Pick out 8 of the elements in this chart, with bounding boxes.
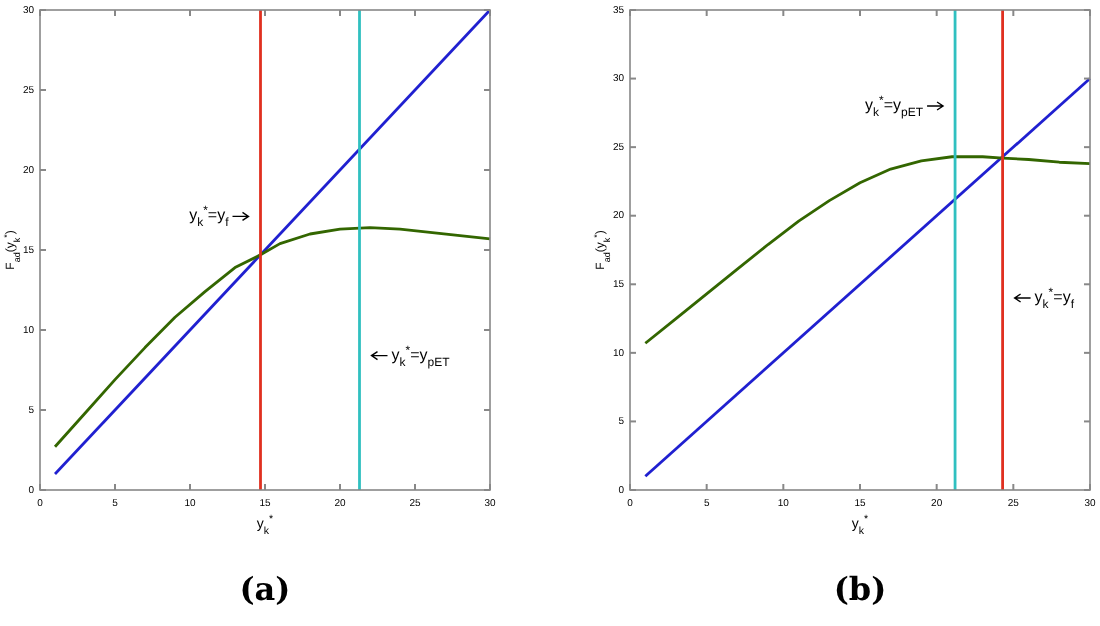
ref-line-label: y$_{k}$$^{*}$=y$_{pET}$ [865,93,924,120]
text: (a) [239,570,291,608]
ref-line-label: y$_{k}$$^{*}$=y$_{f}$ [1034,285,1075,312]
ref-line-label: y$_{k}$$^{*}$=y$_{pET}$ [391,342,451,369]
text: (b) [833,570,887,608]
ref-line-label: y$_{k}$$^{*}$=y$_{f}$ [189,203,230,230]
line-series [643,155,1092,345]
line-series [53,226,492,449]
